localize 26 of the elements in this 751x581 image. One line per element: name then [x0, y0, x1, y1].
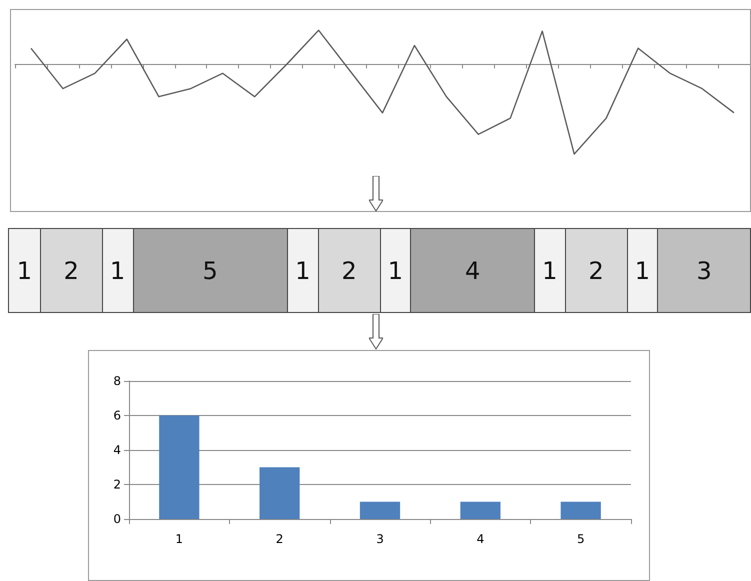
y-tick-label: 6 [113, 408, 121, 422]
bar [560, 502, 601, 519]
y-tick-label: 4 [113, 443, 121, 457]
x-tick-label: 5 [576, 532, 585, 546]
x-tick-label: 3 [376, 532, 384, 546]
y-tick-label: 2 [113, 478, 121, 492]
y-tick-label: 0 [113, 512, 121, 526]
x-tick-label: 1 [175, 532, 184, 546]
bar [360, 502, 400, 519]
data-label: 3 [657, 229, 750, 312]
data-label: 2 [318, 229, 380, 312]
data-label: 1 [9, 229, 40, 312]
bar [260, 467, 300, 519]
bar [159, 416, 200, 519]
data-label: 1 [286, 229, 318, 312]
data-label: 2 [564, 229, 626, 312]
data-label: 4 [410, 229, 534, 312]
x-tick-label: 2 [276, 532, 284, 546]
bar [460, 502, 500, 519]
y-tick-label: 8 [113, 374, 121, 388]
data-label: 1 [534, 229, 565, 312]
data-label: 1 [380, 229, 410, 312]
data-label: 1 [102, 229, 132, 312]
data-label: 1 [626, 229, 658, 312]
data-label: 5 [132, 229, 287, 312]
x-tick-label: 4 [476, 532, 484, 546]
